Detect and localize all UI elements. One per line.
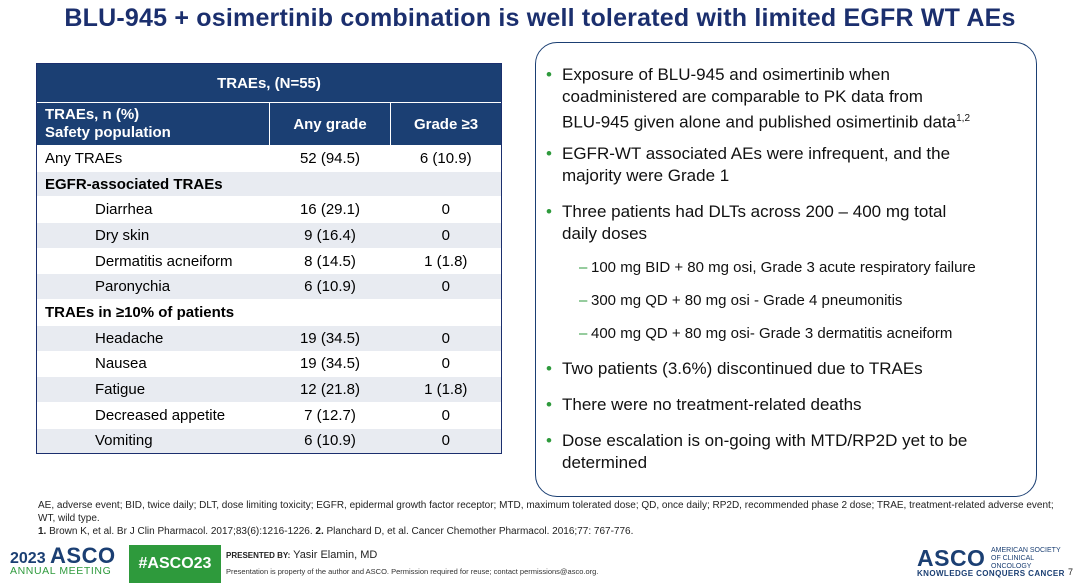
footnote: AE, adverse event; BID, twice daily; DLT… <box>38 500 1054 524</box>
table-caption: TRAEs, (N=55) <box>37 64 501 103</box>
table-row: Any TRAEs 52 (94.5) 6 (10.9) <box>37 145 501 172</box>
table-row: TRAEs in ≥10% of patients <box>37 299 501 326</box>
section-label: EGFR-associated TRAEs <box>37 170 270 197</box>
bullet-dlt: • Three patients had DLTs across 200 – 4… <box>546 202 947 243</box>
trae-table: TRAEs, (N=55) TRAEs, n (%) Safety popula… <box>36 63 502 455</box>
col-any-grade: Any grade <box>269 102 391 146</box>
section-label: TRAEs in ≥10% of patients <box>37 299 270 326</box>
cell-grade3: 0 <box>390 222 501 249</box>
bullet-exposure: • Exposure of BLU-945 and osimertinib wh… <box>546 65 971 132</box>
dlt-item-3: –400 mg QD + 80 mg osi- Grade 3 dermatit… <box>579 325 953 342</box>
cell-any-grade: 6 (10.9) <box>269 273 391 300</box>
cell-any-grade: 12 (21.8) <box>269 376 391 403</box>
hashtag-badge: #ASCO23 <box>129 545 221 583</box>
dlt-item-1: –100 mg BID + 80 mg osi, Grade 3 acute r… <box>579 259 976 276</box>
row-label: Any TRAEs <box>37 145 270 172</box>
cell-any-grade: 8 (14.5) <box>269 247 391 274</box>
bullet-egfr-wt: • EGFR-WT associated AEs were infrequent… <box>546 144 951 185</box>
bullet-discontinued: • Two patients (3.6%) discontinued due to… <box>546 359 923 378</box>
cell-grade3: 6 (10.9) <box>390 145 501 172</box>
cell-any-grade <box>269 170 391 197</box>
cell-grade3: 1 (1.8) <box>390 376 501 403</box>
row-label: Vomiting <box>37 427 270 454</box>
bullet-dose-escalation: • Dose escalation is on-going with MTD/R… <box>546 431 968 472</box>
cell-any-grade <box>269 299 391 326</box>
asco-logo: ASCO AMERICAN SOCIETY OF CLINICAL ONCOLO… <box>917 545 1065 578</box>
cell-grade3: 0 <box>390 350 501 377</box>
table-row: Vomiting 6 (10.9) 0 <box>37 427 501 454</box>
cell-grade3 <box>390 170 501 197</box>
cell-any-grade: 9 (16.4) <box>269 222 391 249</box>
cell-any-grade: 19 (34.5) <box>269 350 391 377</box>
page-number: 7 <box>1068 567 1074 577</box>
references: 1. Brown K, et al. Br J Clin Pharmacol. … <box>38 526 634 537</box>
row-label: Nausea <box>37 350 270 377</box>
cell-grade3: 0 <box>390 401 501 429</box>
table-row: Paronychia 6 (10.9) 0 <box>37 273 501 300</box>
table-row: Nausea 19 (34.5) 0 <box>37 350 501 377</box>
cell-any-grade: 7 (12.7) <box>269 401 391 429</box>
table-row: Headache 19 (34.5) 0 <box>37 324 501 351</box>
cell-any-grade: 16 (29.1) <box>269 196 391 223</box>
table-row: Decreased appetite 7 (12.7) 0 <box>37 401 501 429</box>
cell-grade3: 0 <box>390 427 501 454</box>
cell-grade3: 0 <box>390 273 501 300</box>
row-label: Paronychia <box>37 273 270 300</box>
row-label: Decreased appetite <box>37 401 270 429</box>
header-label: TRAEs, n (%) Safety population <box>37 102 270 146</box>
row-label: Headache <box>37 324 270 351</box>
permission-note: Presentation is property of the author a… <box>226 567 599 576</box>
table-row: Dry skin 9 (16.4) 0 <box>37 222 501 249</box>
dlt-item-2: –300 mg QD + 80 mg osi - Grade 4 pneumon… <box>579 292 903 309</box>
cell-grade3: 0 <box>390 324 501 351</box>
footer-bar: 2023 ASCO ANNUAL MEETING #ASCO23 PRESENT… <box>0 541 1080 587</box>
slide-title: BLU-945 + osimertinib combination is wel… <box>64 4 1016 32</box>
table-row: EGFR-associated TRAEs <box>37 170 501 197</box>
asco-annual-meeting-logo: 2023 ASCO ANNUAL MEETING <box>10 543 116 577</box>
cell-grade3 <box>390 299 501 326</box>
cell-any-grade: 52 (94.5) <box>269 145 391 172</box>
table-row: Dermatitis acneiform 8 (14.5) 1 (1.8) <box>37 247 501 274</box>
row-label: Diarrhea <box>37 196 270 223</box>
row-label: Fatigue <box>37 376 270 403</box>
cell-grade3: 1 (1.8) <box>390 247 501 274</box>
bullet-no-deaths: • There were no treatment-related deaths <box>546 395 862 414</box>
cell-any-grade: 19 (34.5) <box>269 324 391 351</box>
table-row: Fatigue 12 (21.8) 1 (1.8) <box>37 376 501 403</box>
presenter: PRESENTED BY: Yasir Elamin, MD <box>226 549 378 561</box>
table-row: Diarrhea 16 (29.1) 0 <box>37 196 501 223</box>
table-body: Any TRAEs 52 (94.5) 6 (10.9) EGFR-associate… <box>37 145 501 454</box>
cell-grade3: 0 <box>390 196 501 223</box>
row-label: Dermatitis acneiform <box>37 247 270 274</box>
col-grade3: Grade ≥3 <box>390 102 501 146</box>
bullet-panel: • Exposure of BLU-945 and osimertinib wh… <box>535 42 1037 497</box>
row-label: Dry skin <box>37 222 270 249</box>
cell-any-grade: 6 (10.9) <box>269 427 391 454</box>
